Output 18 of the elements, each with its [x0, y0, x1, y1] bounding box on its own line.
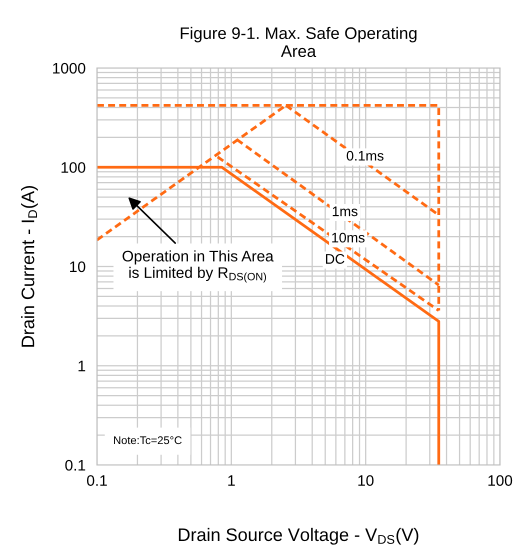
y-tick-label: 10 [70, 261, 86, 272]
x-tick-label: 1 [228, 475, 235, 486]
x-axis-title: Drain Source Voltage - V$_{DS}$(V) [178, 528, 418, 545]
y-axis-title: Drain Current - I$_{D}$(A) [21, 186, 38, 347]
annotation: DC [326, 254, 344, 264]
annotation: Operation in This Area is Limited by R$_{DS(ON)}$ [122, 250, 274, 282]
annotation: 0.1ms [346, 150, 384, 161]
annotation: Note:Tc=25°C [114, 436, 182, 444]
y-tick-label: 100 [62, 162, 86, 173]
y-tick-label: 1000 [53, 62, 86, 74]
annotation: 10ms [332, 232, 365, 243]
x-tick-label: 100 [488, 475, 512, 486]
x-tick-label: 10 [358, 475, 374, 486]
annotation: 1ms [332, 206, 358, 216]
y-tick-label: 0.1 [65, 460, 86, 471]
x-tick-label: 0.1 [86, 475, 107, 486]
chart-title: Figure 9-1. Max. Safe Operating Area [180, 26, 416, 58]
y-tick-label: 1 [78, 360, 86, 372]
